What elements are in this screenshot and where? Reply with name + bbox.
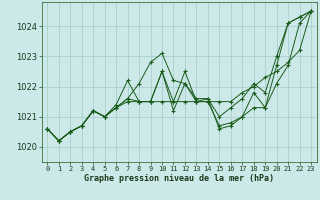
X-axis label: Graphe pression niveau de la mer (hPa): Graphe pression niveau de la mer (hPa) [84, 174, 274, 183]
